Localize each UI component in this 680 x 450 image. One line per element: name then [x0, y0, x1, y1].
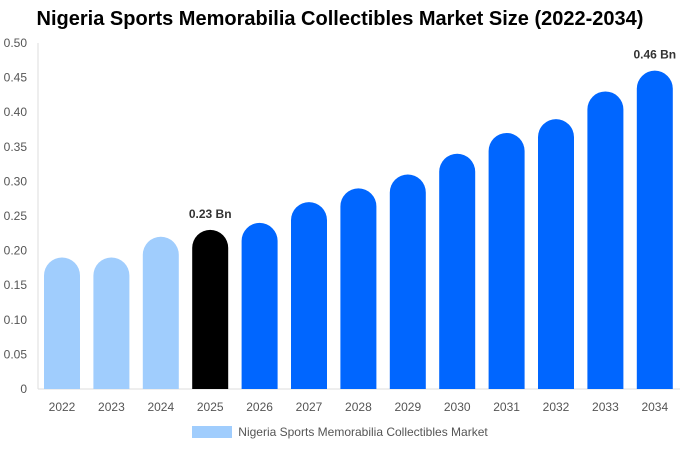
y-tick-label: 0.20 [4, 244, 28, 258]
legend: Nigeria Sports Memorabilia Collectibles … [0, 425, 680, 439]
x-tick-label: 2023 [98, 400, 125, 414]
legend-swatch [192, 426, 233, 438]
bar-2022 [44, 257, 80, 389]
y-tick-label: 0.05 [4, 347, 28, 361]
y-tick-label: 0.45 [4, 71, 28, 85]
bar-2033 [587, 91, 624, 390]
bar-2029 [389, 174, 426, 389]
y-tick-label: 0.10 [4, 313, 28, 327]
x-tick-label: 2027 [296, 400, 323, 414]
legend-label: Nigeria Sports Memorabilia Collectibles … [238, 425, 488, 439]
bar-2034 [636, 70, 673, 390]
bar-2030 [439, 153, 476, 389]
bar-2023 [93, 257, 130, 389]
x-tick-label: 2030 [444, 400, 471, 414]
x-tick-label: 2031 [493, 400, 520, 414]
bar-2025 [192, 229, 229, 389]
bar-2026 [241, 222, 278, 389]
x-tick-label: 2034 [641, 400, 668, 414]
x-tick-label: 2032 [543, 400, 570, 414]
x-tick-label: 2025 [197, 400, 224, 414]
y-tick-label: 0.40 [4, 105, 28, 119]
x-tick-label: 2026 [246, 400, 273, 414]
x-tick-label: 2033 [592, 400, 619, 414]
data-label-2034: 0.46 Bn [633, 48, 676, 62]
bar-2031 [488, 132, 525, 389]
x-tick-label: 2022 [49, 400, 76, 414]
x-tick-label: 2028 [345, 400, 372, 414]
chart-title: Nigeria Sports Memorabilia Collectibles … [36, 8, 644, 30]
y-tick-label: 0.30 [4, 174, 28, 188]
x-tick-label: 2029 [394, 400, 421, 414]
data-label-2025: 0.23 Bn [189, 207, 232, 221]
bar-2032 [538, 119, 574, 389]
y-tick-label: 0.35 [4, 140, 28, 154]
bar-2028 [340, 188, 377, 389]
bar-2027 [291, 202, 327, 389]
y-tick-label: 0.50 [4, 36, 28, 50]
y-tick-label: 0 [20, 382, 27, 396]
bar-2024 [142, 236, 179, 389]
y-tick-label: 0.25 [4, 209, 28, 223]
x-tick-label: 2024 [147, 400, 174, 414]
y-tick-label: 0.15 [4, 278, 28, 292]
